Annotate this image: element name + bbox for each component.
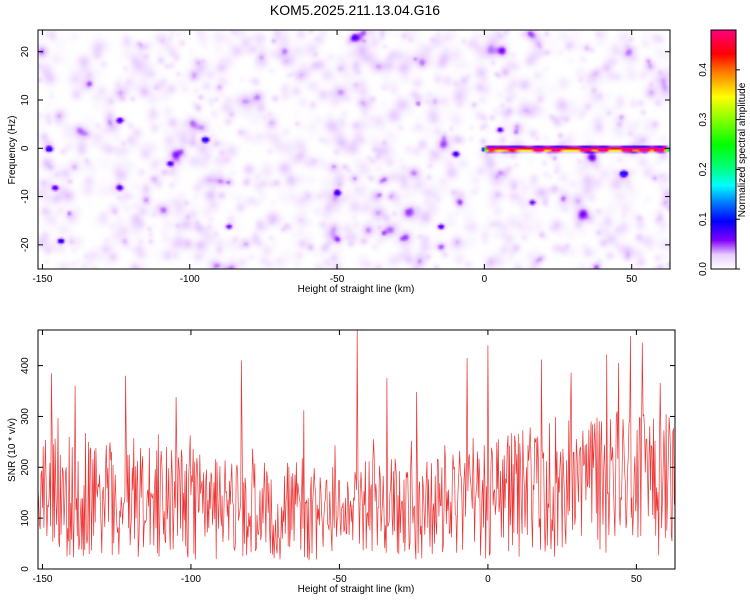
colorbar-ticks: 0.0 0.1 0.2 0.3 0.4 — [698, 62, 740, 276]
spectrogram-x-tick-label: -100 — [180, 274, 200, 285]
spectrogram-y-tick-label: 0 — [20, 145, 31, 151]
snr-y-axis-label: SNR (10 * v/v) — [7, 418, 18, 482]
snr-x-tick-label: 50 — [631, 574, 643, 585]
snr-y-tick-label: 0 — [20, 566, 31, 572]
spectrogram-x-tick-label: -50 — [330, 274, 345, 285]
spectrogram-x-axis-label: Height of straight line (km) — [298, 284, 415, 295]
snr-frame — [37, 329, 676, 570]
spectrogram-frame — [37, 29, 671, 270]
spectrogram-y-axis-label: Frequency (Hz) — [7, 116, 18, 185]
spectrogram-y-ticks: -20 -10 0 10 20 — [20, 46, 670, 252]
spectrogram-y-tick-label: 10 — [20, 94, 31, 106]
spectrogram-x-tick-label: -150 — [32, 274, 52, 285]
spectrogram-y-tick-label: 20 — [20, 46, 31, 58]
colorbar-tick-label: 0.0 — [698, 262, 709, 276]
snr-y-ticks: 0 100 200 300 400 — [20, 357, 675, 572]
spectrogram-x-tick-label: 50 — [626, 274, 638, 285]
colorbar-label: Normalized spectral amplitude — [737, 82, 748, 217]
chart-title: KOM5.2025.211.13.04.G16 — [269, 2, 441, 18]
snr-panel: -150 -100 -50 0 50 0 100 200 300 400 Height of s… — [7, 329, 676, 595]
snr-y-tick-label: 400 — [20, 357, 31, 374]
spectrogram-y-tick-label: -20 — [20, 237, 31, 252]
snr-x-tick-label: 0 — [485, 574, 491, 585]
colorbar: 0.0 0.1 0.2 0.3 0.4 Normalized spectral ampl… — [698, 29, 748, 276]
snr-y-tick-label: 300 — [20, 408, 31, 425]
colorbar-tick-label: 0.1 — [698, 212, 709, 226]
snr-y-tick-label: 100 — [20, 509, 31, 526]
snr-x-ticks: -150 -100 -50 0 50 — [32, 330, 642, 585]
colorbar-tick-label: 0.3 — [698, 112, 709, 126]
spectrogram-x-ticks: -150 -100 -50 0 50 — [32, 30, 638, 285]
spectrogram-y-tick-label: -10 — [20, 189, 31, 204]
snr-x-tick-label: -100 — [181, 574, 201, 585]
colorbar-gradient — [710, 29, 737, 270]
spectrogram-x-tick-label: 0 — [482, 274, 488, 285]
snr-y-tick-label: 200 — [20, 459, 31, 476]
colorbar-tick-label: 0.4 — [698, 62, 709, 76]
snr-series-line — [38, 330, 675, 561]
spectrogram-image — [38, 30, 670, 269]
snr-x-axis-label: Height of straight line (km) — [298, 584, 415, 595]
colorbar-tick-label: 0.2 — [698, 162, 709, 176]
snr-x-tick-label: -150 — [32, 574, 52, 585]
snr-x-tick-label: -50 — [332, 574, 347, 585]
